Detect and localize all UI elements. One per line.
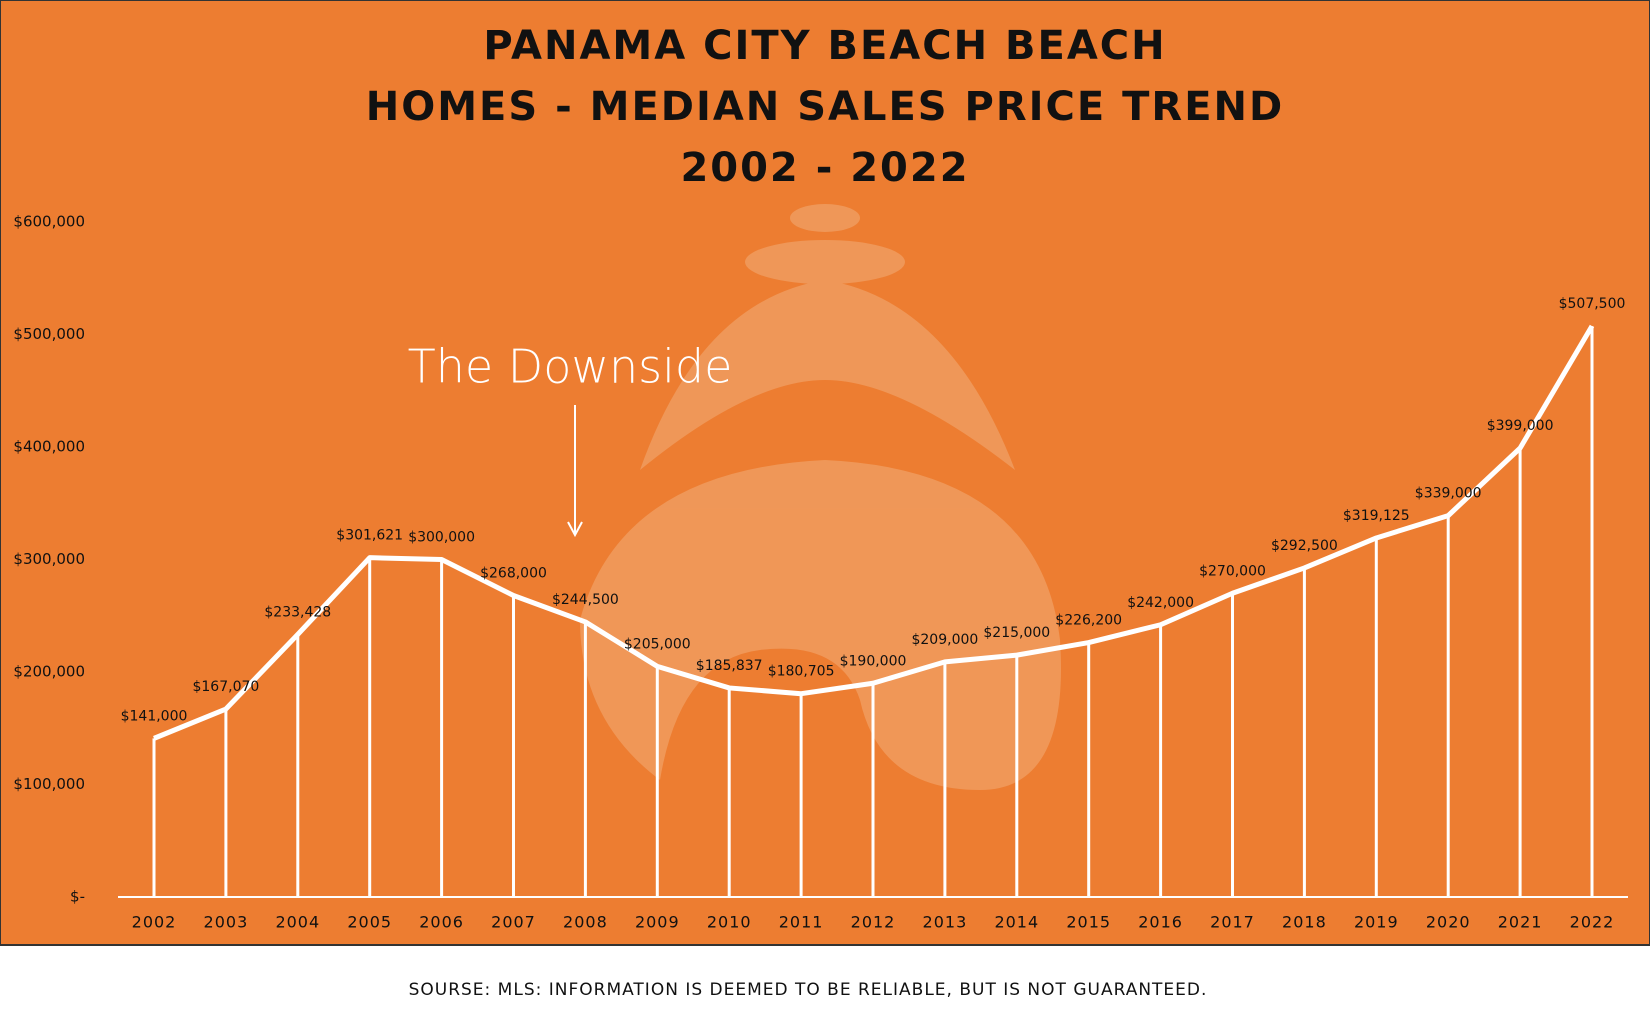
x-tick-label: 2006	[419, 913, 464, 932]
x-tick-label: 2016	[1138, 913, 1183, 932]
y-tick-label: $-	[70, 888, 85, 906]
data-label: $244,500	[552, 592, 619, 608]
data-label: $319,125	[1343, 508, 1410, 524]
x-tick-label: 2002	[132, 913, 177, 932]
data-label: $507,500	[1559, 296, 1626, 312]
data-label: $209,000	[911, 632, 978, 648]
x-tick-label: 2009	[635, 913, 680, 932]
data-label: $270,000	[1199, 563, 1266, 579]
data-label: $301,621	[336, 528, 403, 544]
x-tick-label: 2003	[204, 913, 249, 932]
data-label: $242,000	[1127, 595, 1194, 611]
y-tick-label: $600,000	[13, 213, 85, 231]
annotation-arrow-head	[567, 521, 583, 538]
data-label: $185,837	[696, 658, 763, 674]
x-tick-label: 2020	[1426, 913, 1471, 932]
data-label: $180,705	[768, 664, 835, 680]
chart-title: 2002 - 2022	[680, 145, 969, 191]
data-label: $141,000	[121, 708, 188, 724]
line	[153, 324, 1595, 741]
x-tick-label: 2014	[994, 913, 1039, 932]
x-tick-label: 2021	[1498, 913, 1543, 932]
source-note: SOURSE: MLS: INFORMATION IS DEEMED TO BE…	[409, 980, 1208, 1000]
x-tick-label: 2010	[707, 913, 752, 932]
y-tick-label: $300,000	[13, 550, 85, 568]
x-tick-label: 2015	[1066, 913, 1111, 932]
x-tick-label: 2019	[1354, 913, 1399, 932]
x-tick-label: 2017	[1210, 913, 1255, 932]
x-tick-label: 2007	[491, 913, 536, 932]
data-label: $399,000	[1487, 418, 1554, 434]
data-label: $205,000	[624, 636, 691, 652]
data-label: $339,000	[1415, 486, 1482, 502]
x-tick-label: 2012	[851, 913, 896, 932]
y-tick-label: $500,000	[13, 325, 85, 343]
data-label: $226,200	[1055, 613, 1122, 629]
chart-title: PANAMA CITY BEACH BEACH	[483, 23, 1166, 69]
y-tick-label: $100,000	[13, 775, 85, 793]
data-label: $215,000	[983, 625, 1050, 641]
data-label: $300,000	[408, 530, 475, 546]
data-label: $233,428	[264, 604, 331, 620]
x-tick-label: 2008	[563, 913, 608, 932]
x-tick-label: 2005	[347, 913, 392, 932]
data-label: $292,500	[1271, 538, 1338, 554]
data-label: $268,000	[480, 566, 547, 582]
x-tick-label: 2004	[275, 913, 320, 932]
x-tick-label: 2018	[1282, 913, 1327, 932]
x-tick-label: 2013	[923, 913, 968, 932]
annotation: The Downside	[408, 340, 733, 394]
x-tick-label: 2011	[779, 913, 824, 932]
x-tick-label: 2022	[1570, 913, 1615, 932]
data-label: $167,070	[192, 679, 259, 695]
y-tick-label: $200,000	[13, 663, 85, 681]
y-tick-label: $400,000	[13, 438, 85, 456]
shell-decoration	[580, 204, 1061, 790]
chart-title: HOMES - MEDIAN SALES PRICE TREND	[366, 84, 1284, 130]
data-label: $190,000	[840, 653, 907, 669]
